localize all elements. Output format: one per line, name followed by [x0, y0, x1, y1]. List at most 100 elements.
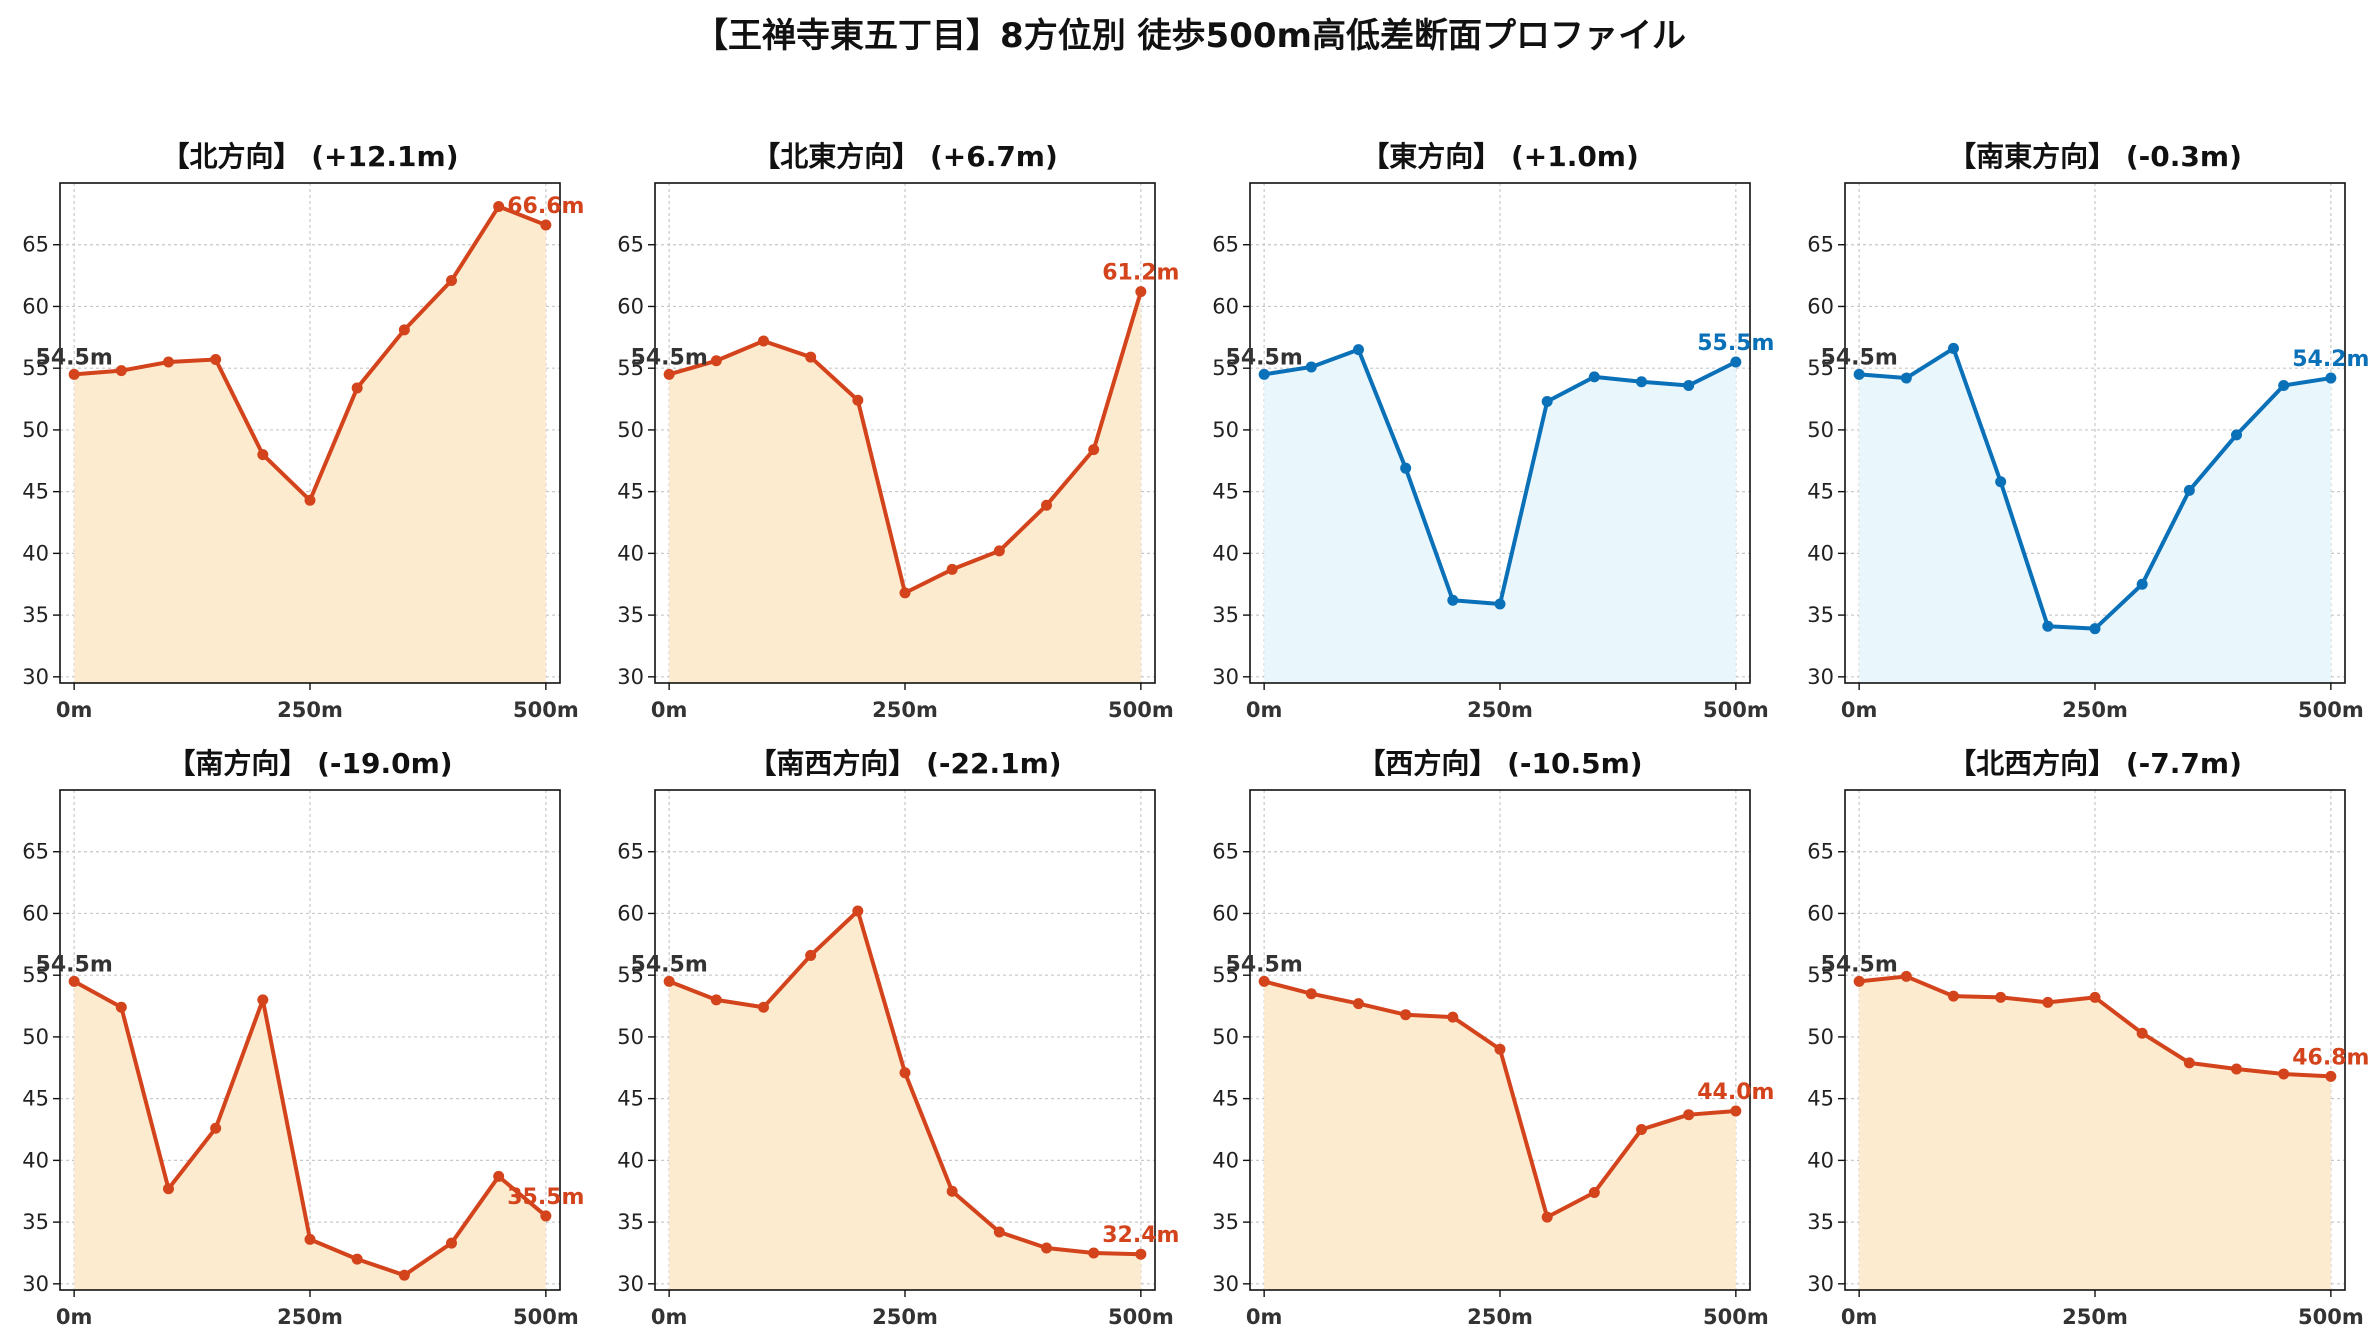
x-tick-label: 250m — [872, 698, 938, 722]
y-tick-label: 60 — [1807, 901, 1834, 925]
elevation-area — [1264, 981, 1736, 1290]
x-tick-label: 0m — [651, 698, 688, 722]
data-point — [304, 494, 316, 506]
data-point — [351, 382, 363, 394]
y-tick-label: 45 — [1807, 480, 1834, 504]
plot-area: 30 35 40 45 50 55 60 65 0m 250m 500m 54.5m 54.2m — [1807, 182, 2369, 722]
data-point — [257, 994, 269, 1006]
data-point — [1352, 344, 1364, 356]
plot-area: 30 35 40 45 50 55 60 65 0m 250m 500m 54.5m 66.6m — [22, 182, 584, 722]
figure-title: 【王禅寺東五丁目】8方位別 徒歩500m高低差断面プロファイル — [694, 16, 1686, 56]
y-tick-label: 50 — [1212, 418, 1239, 442]
x-tick-label: 0m — [1841, 1305, 1878, 1329]
data-point — [540, 1210, 552, 1222]
start-elevation-label: 54.5m — [631, 952, 708, 977]
y-tick-label: 50 — [1807, 1025, 1834, 1049]
y-tick-label: 45 — [1212, 480, 1239, 504]
data-point — [1258, 368, 1270, 380]
data-point — [162, 1183, 174, 1195]
y-tick-label: 30 — [1212, 1272, 1239, 1296]
data-point — [1730, 356, 1742, 368]
y-tick-label: 30 — [617, 665, 644, 689]
y-tick-label: 45 — [1212, 1087, 1239, 1111]
data-point — [162, 356, 174, 368]
data-point — [757, 335, 769, 347]
x-tick-label: 500m — [513, 1305, 579, 1329]
y-tick-label: 55 — [617, 356, 644, 380]
data-point — [1135, 1248, 1147, 1260]
data-point — [446, 275, 458, 287]
panel-title: 【北方向】 (+12.1m) — [161, 140, 459, 173]
y-tick-label: 50 — [22, 418, 49, 442]
data-point — [115, 365, 127, 377]
data-point — [1088, 444, 1100, 456]
y-tick-label: 55 — [1212, 963, 1239, 987]
data-point — [1447, 1011, 1459, 1023]
elevation-area — [74, 981, 546, 1290]
data-point — [1305, 361, 1317, 373]
data-point — [1947, 342, 1959, 354]
y-tick-label: 50 — [22, 1025, 49, 1049]
x-tick-label: 250m — [1467, 698, 1533, 722]
y-tick-label: 40 — [617, 541, 644, 565]
data-point — [1400, 1009, 1412, 1021]
end-elevation-label: 66.6m — [507, 194, 584, 219]
x-tick-label: 0m — [1246, 698, 1283, 722]
data-point — [946, 563, 958, 575]
data-point — [2089, 991, 2101, 1003]
y-tick-label: 55 — [617, 963, 644, 987]
y-tick-label: 65 — [1807, 233, 1834, 257]
data-point — [1636, 376, 1648, 388]
data-point — [993, 1226, 1005, 1238]
end-elevation-label: 32.4m — [1102, 1223, 1179, 1248]
end-elevation-label: 46.8m — [2292, 1045, 2369, 1070]
data-point — [993, 545, 1005, 557]
data-point — [446, 1237, 458, 1249]
data-point — [1730, 1105, 1742, 1117]
data-point — [899, 1067, 911, 1079]
data-point — [304, 1233, 316, 1245]
y-tick-label: 65 — [1807, 840, 1834, 864]
data-point — [852, 905, 864, 917]
y-tick-label: 35 — [1807, 1210, 1834, 1234]
y-tick-label: 35 — [1212, 603, 1239, 627]
data-point — [1588, 371, 1600, 383]
panel-title: 【南東方向】 (-0.3m) — [1948, 140, 2242, 173]
data-point — [257, 449, 269, 461]
data-point — [2183, 1057, 2195, 1069]
data-point — [710, 994, 722, 1006]
y-tick-label: 60 — [617, 294, 644, 318]
start-elevation-label: 54.5m — [36, 952, 113, 977]
data-point — [2231, 429, 2243, 441]
y-tick-label: 35 — [1807, 603, 1834, 627]
x-tick-label: 250m — [277, 698, 343, 722]
data-point — [210, 354, 222, 366]
elevation-area — [669, 910, 1141, 1290]
elevation-area — [1859, 348, 2331, 683]
data-point — [540, 219, 552, 231]
plot-area: 30 35 40 45 50 55 60 65 0m 250m 500m 54.5m 46.8m — [1807, 789, 2369, 1329]
y-tick-label: 40 — [1807, 541, 1834, 565]
x-tick-label: 0m — [56, 698, 92, 722]
data-point — [710, 355, 722, 367]
end-elevation-label: 35.5m — [507, 1185, 584, 1210]
y-tick-label: 65 — [617, 233, 644, 257]
data-point — [1258, 975, 1270, 987]
data-point — [1447, 594, 1459, 606]
x-tick-label: 250m — [872, 1305, 938, 1329]
y-tick-label: 40 — [1212, 541, 1239, 565]
y-tick-label: 35 — [617, 603, 644, 627]
end-elevation-label: 44.0m — [1697, 1080, 1774, 1105]
data-point — [1088, 1247, 1100, 1259]
y-tick-label: 65 — [22, 233, 49, 257]
end-elevation-label: 55.5m — [1697, 331, 1774, 356]
data-point — [1636, 1124, 1648, 1136]
panel-title: 【北西方向】 (-7.7m) — [1948, 747, 2242, 780]
data-point — [210, 1122, 222, 1134]
y-tick-label: 55 — [22, 356, 49, 380]
y-tick-label: 50 — [617, 418, 644, 442]
y-tick-label: 60 — [22, 901, 49, 925]
data-point — [2231, 1063, 2243, 1075]
elevation-area — [1264, 349, 1736, 683]
start-elevation-label: 54.5m — [1226, 345, 1303, 370]
